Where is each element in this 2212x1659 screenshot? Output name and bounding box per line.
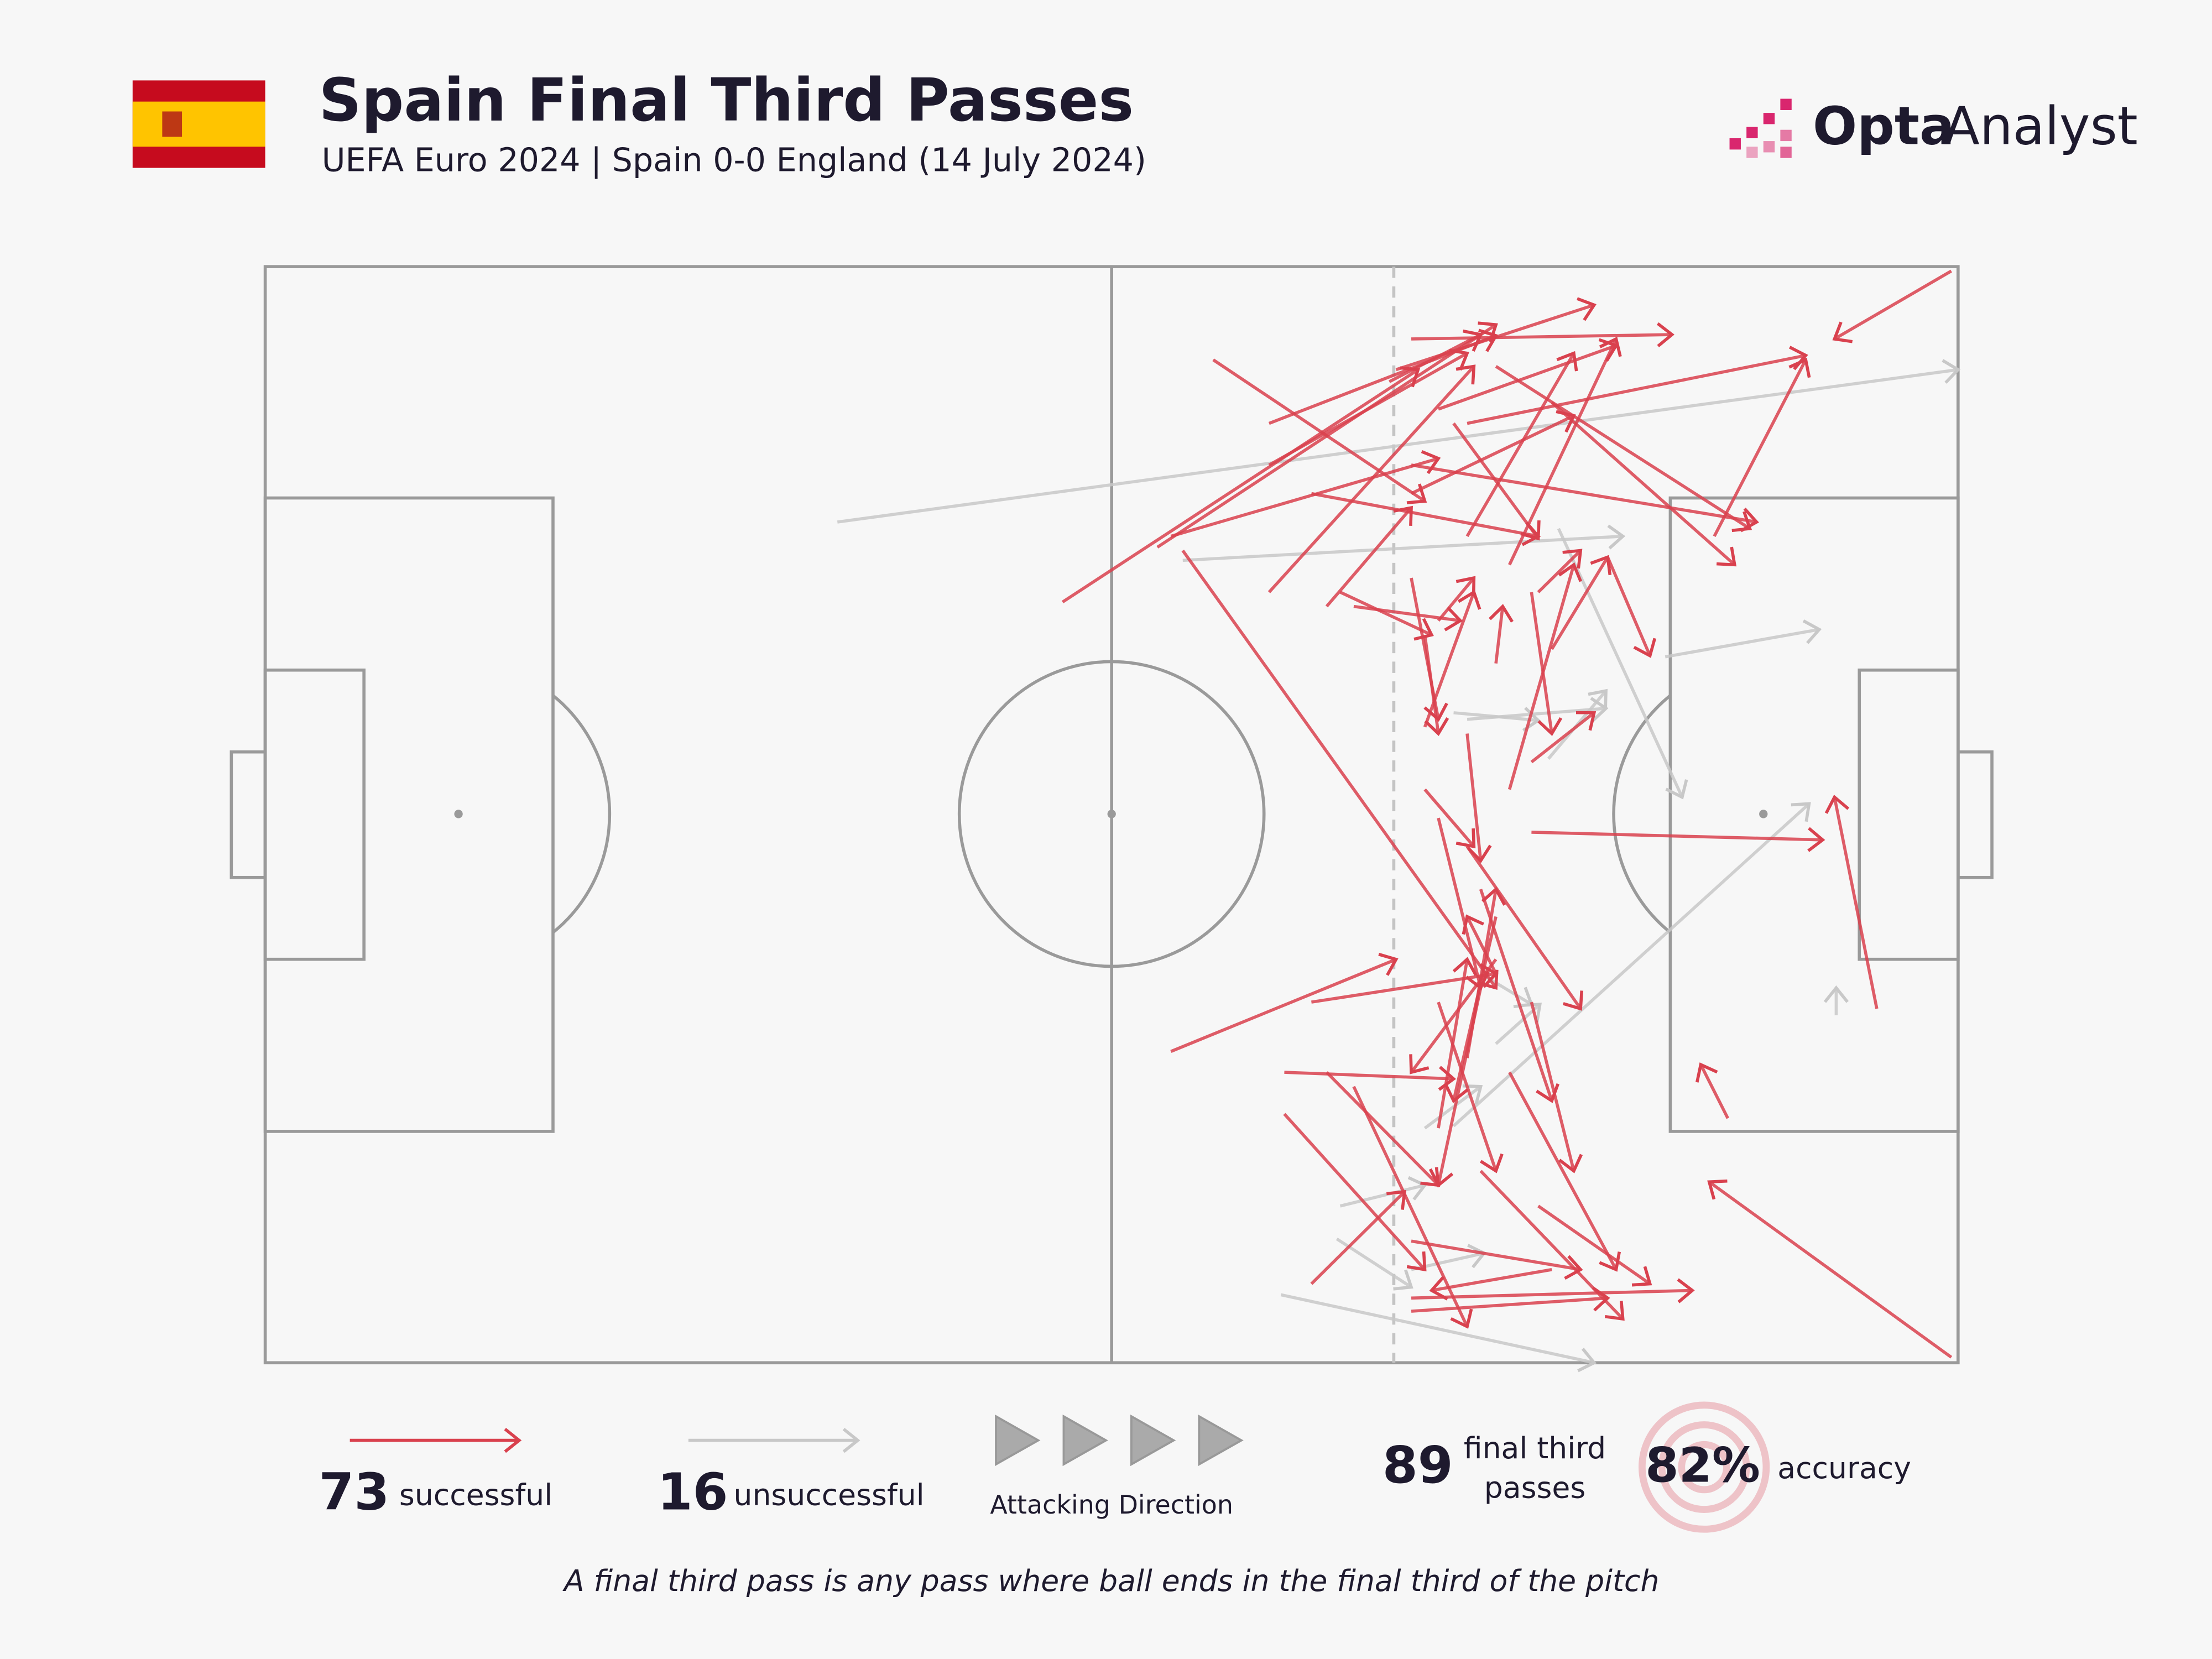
pass-arrow bbox=[1423, 589, 1481, 728]
total-label: final third bbox=[1464, 1431, 1606, 1465]
accuracy-rings bbox=[1639, 1401, 1770, 1533]
pass-arrow bbox=[1182, 524, 1626, 562]
pass-arrow bbox=[1467, 346, 1808, 425]
direction-arrows bbox=[995, 1414, 1244, 1467]
brand: Analyst bbox=[1944, 96, 2137, 157]
pass-arrow bbox=[1310, 1190, 1406, 1285]
pass-arrow bbox=[1388, 329, 1483, 383]
pass-arrow bbox=[1665, 619, 1822, 659]
pass-arrow bbox=[1530, 1001, 1583, 1173]
pass-arrow bbox=[1707, 1179, 1953, 1359]
pass-arrow bbox=[1181, 549, 1499, 990]
pass-arrow bbox=[1423, 1084, 1483, 1130]
pass-arrow bbox=[1465, 733, 1492, 863]
pass-arrow bbox=[1423, 634, 1449, 736]
pass-arrow bbox=[1411, 463, 1759, 533]
pass-arrow bbox=[1311, 492, 1541, 546]
pass-arrow bbox=[1550, 555, 1612, 650]
pass-arrow bbox=[1280, 1293, 1597, 1373]
pass-arrow bbox=[1437, 817, 1490, 990]
pass-arrow bbox=[1325, 505, 1413, 608]
pass-arrow bbox=[1452, 802, 1811, 1128]
pass-arrow bbox=[1606, 556, 1657, 658]
penalty-spot bbox=[454, 810, 463, 818]
pass-arrow bbox=[1410, 410, 1576, 495]
pass-arrow bbox=[1489, 604, 1514, 664]
pass-arrow bbox=[1557, 528, 1688, 800]
pass-arrow bbox=[1531, 827, 1825, 852]
pass-arrow bbox=[1508, 1071, 1621, 1272]
flag bbox=[132, 80, 265, 168]
pass-arrow bbox=[1713, 357, 1811, 538]
pass-arrow bbox=[1268, 348, 1469, 467]
pass-arrow bbox=[1465, 846, 1584, 1011]
accuracy-label: accuracy bbox=[1777, 1451, 1911, 1485]
pass-arrow bbox=[1537, 549, 1583, 593]
pass-arrow bbox=[1411, 1278, 1695, 1303]
legend-label: successful bbox=[399, 1477, 552, 1512]
logo bbox=[1729, 98, 1792, 158]
pass-arrow bbox=[1339, 591, 1434, 641]
pass-arrow bbox=[1267, 364, 1476, 593]
pass-arrow bbox=[1537, 1204, 1652, 1287]
pass-arrow bbox=[1507, 562, 1583, 790]
pass-arrow bbox=[1353, 604, 1463, 632]
pass-arrow bbox=[1352, 1086, 1473, 1329]
legend-count: 73 bbox=[319, 1462, 390, 1521]
pass-arrow bbox=[1429, 1268, 1552, 1301]
pass-arrow bbox=[1467, 697, 1609, 722]
pass-arrow bbox=[1437, 1001, 1504, 1173]
footnote: A final third pass is any pass where bal… bbox=[562, 1563, 1659, 1598]
pass-arrow bbox=[1452, 422, 1541, 541]
pass-arrow bbox=[1495, 365, 1752, 533]
pitch bbox=[229, 265, 1994, 1365]
pass-arrow bbox=[1824, 795, 1879, 1009]
brand-bold: Opta bbox=[1813, 96, 1955, 157]
centre-spot bbox=[1107, 810, 1116, 818]
pass-arrow bbox=[1061, 366, 1421, 604]
pass-arrow bbox=[1411, 1286, 1610, 1313]
pass-arrow bbox=[1530, 592, 1563, 736]
passes bbox=[837, 269, 1961, 1373]
accuracy: 82% bbox=[1645, 1438, 1760, 1494]
pass-arrow bbox=[1695, 1062, 1729, 1119]
pass-arrow bbox=[1530, 711, 1597, 764]
pass-arrow bbox=[1283, 1113, 1427, 1272]
subtitle: UEFA Euro 2024 | Spain 0-0 England (14 J… bbox=[322, 141, 1146, 179]
pass-arrow bbox=[1437, 576, 1476, 622]
pass-arrow bbox=[1465, 886, 1506, 1058]
pass-arrow bbox=[1325, 1071, 1441, 1187]
pass-arrow bbox=[837, 359, 1961, 524]
pass-arrow bbox=[1411, 1239, 1583, 1280]
pass-arrow bbox=[1465, 351, 1578, 538]
direction-label: Attacking Direction bbox=[990, 1490, 1233, 1520]
legend-count: 16 bbox=[658, 1462, 728, 1521]
penalty-spot bbox=[1759, 810, 1768, 818]
pass-arrow bbox=[1284, 1066, 1457, 1091]
pass-arrow bbox=[1411, 322, 1674, 348]
pass-arrow bbox=[1170, 450, 1441, 538]
pass-arrow bbox=[1212, 358, 1427, 504]
pass-arrow bbox=[1170, 952, 1399, 1053]
pass-arrow bbox=[1423, 788, 1476, 849]
title: Spain Final Third Passes bbox=[319, 66, 1134, 135]
pass-arrow bbox=[1437, 957, 1478, 1129]
pass-arrow bbox=[1339, 1176, 1427, 1208]
pass-arrow bbox=[1438, 338, 1619, 411]
pass-arrow bbox=[1409, 958, 1498, 1074]
total-label: passes bbox=[1484, 1470, 1586, 1505]
pass-arrow bbox=[1832, 269, 1952, 343]
pass-arrow bbox=[1551, 401, 1737, 567]
total: 89 bbox=[1383, 1436, 1453, 1495]
legend-label: unsuccessful bbox=[734, 1477, 925, 1512]
